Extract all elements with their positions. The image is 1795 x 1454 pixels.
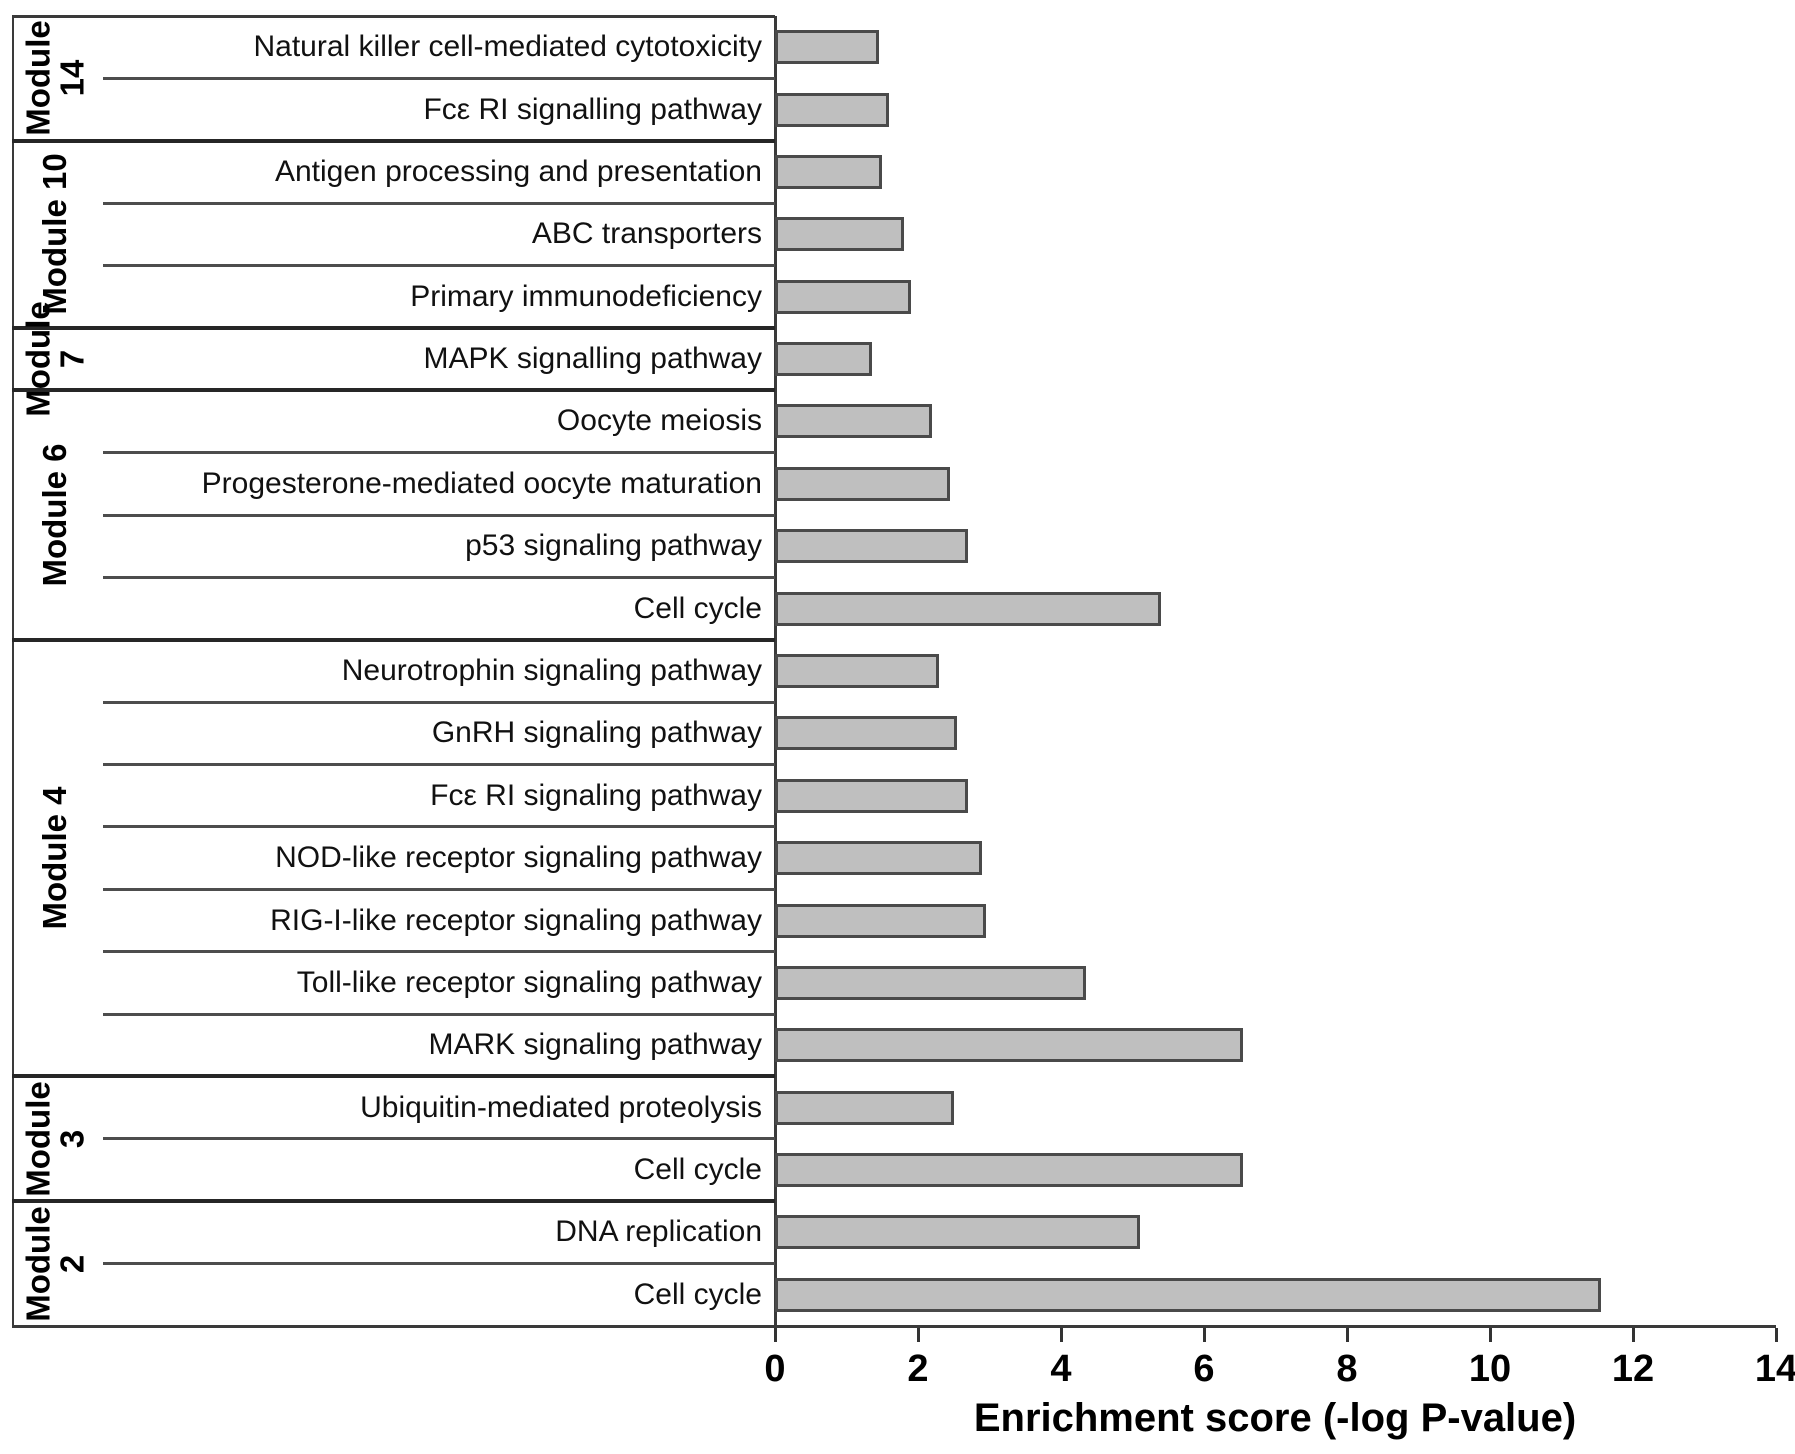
row-divider <box>103 451 775 455</box>
category-label: Cell cycle <box>633 1153 762 1187</box>
category-label: Progesterone-mediated oocyte maturation <box>201 466 762 500</box>
x-axis-line <box>12 1325 1776 1328</box>
category-label: Fcε RI signaling pathway <box>430 778 762 812</box>
bar <box>775 591 1162 626</box>
bar <box>775 154 883 189</box>
category-label: p53 signaling pathway <box>465 529 762 563</box>
module-label: Module 14 <box>19 20 90 137</box>
x-axis-tick <box>1489 1328 1492 1342</box>
category-label: Cell cycle <box>633 591 762 625</box>
row-divider <box>103 264 775 268</box>
bar <box>775 1028 1244 1063</box>
category-label: RIG-I-like receptor signaling pathway <box>270 903 762 937</box>
row-divider <box>103 1262 775 1266</box>
x-axis-tick <box>1775 1328 1778 1342</box>
bar <box>775 529 969 564</box>
bar <box>775 1277 1601 1312</box>
row-divider <box>103 763 775 767</box>
bar <box>775 1090 954 1125</box>
group-divider <box>12 325 775 330</box>
module-label: Module 2 <box>19 1205 90 1322</box>
bar <box>775 217 904 252</box>
row-divider <box>103 950 775 954</box>
row-divider <box>103 76 775 80</box>
row-divider <box>103 1137 775 1141</box>
x-axis-tick-label: 2 <box>907 1348 929 1390</box>
bar <box>775 903 986 938</box>
bar <box>775 1153 1244 1188</box>
group-divider <box>12 637 775 642</box>
bar <box>775 466 951 501</box>
x-axis-tick <box>1632 1328 1635 1342</box>
bar <box>775 841 983 876</box>
bar <box>775 92 890 127</box>
category-label: MAPK signalling pathway <box>423 342 762 376</box>
x-axis-tick-label: 8 <box>1336 1348 1358 1390</box>
x-axis-tick-label: 6 <box>1193 1348 1215 1390</box>
row-divider <box>103 575 775 579</box>
row-divider <box>103 887 775 891</box>
plot-top-border <box>12 15 775 18</box>
x-axis-tick-label: 14 <box>1754 1348 1795 1390</box>
group-divider <box>12 1199 775 1204</box>
category-label: Oocyte meiosis <box>556 404 762 438</box>
category-label: Cell cycle <box>633 1277 762 1311</box>
category-label: DNA replication <box>555 1215 762 1249</box>
category-label: Natural killer cell-mediated cytotoxicit… <box>253 30 762 64</box>
bar <box>775 654 940 688</box>
category-label: MARK signaling pathway <box>428 1028 762 1062</box>
category-label: Fcε RI signalling pathway <box>423 92 762 126</box>
x-axis-tick <box>1203 1328 1206 1342</box>
category-label: Primary immunodeficiency <box>410 279 762 313</box>
row-divider <box>103 1012 775 1016</box>
bar <box>775 716 958 751</box>
module-label: Module 7 <box>19 301 90 417</box>
category-label: Toll-like receptor signaling pathway <box>296 965 762 999</box>
group-divider <box>12 138 775 143</box>
category-label: Ubiquitin-mediated proteolysis <box>360 1090 762 1124</box>
bar <box>775 342 872 377</box>
x-axis-tick <box>774 1328 777 1342</box>
category-label: Neurotrophin signaling pathway <box>341 654 762 687</box>
row-divider <box>103 513 775 517</box>
x-axis-tick <box>1060 1328 1063 1342</box>
plot-left-border <box>12 16 14 1326</box>
bar <box>775 30 879 65</box>
bar <box>775 778 969 813</box>
category-label: Antigen processing and presentation <box>274 154 762 188</box>
x-axis-tick-label: 0 <box>764 1348 786 1390</box>
module-label: Module 6 <box>36 443 74 587</box>
bar <box>775 1215 1140 1250</box>
module-label: Module 10 <box>36 153 74 316</box>
x-axis-tick <box>917 1328 920 1342</box>
x-axis-tick <box>1346 1328 1349 1342</box>
group-divider <box>12 1074 775 1079</box>
x-axis-tick-label: 4 <box>1050 1348 1072 1390</box>
row-divider <box>103 700 775 704</box>
module-label: Module 4 <box>36 786 74 930</box>
bar <box>775 965 1087 1000</box>
category-label: NOD-like receptor signaling pathway <box>275 841 762 875</box>
category-label: GnRH signaling pathway <box>431 716 762 750</box>
module-label: Module 3 <box>19 1081 90 1197</box>
category-label: ABC transporters <box>531 217 762 251</box>
x-axis-title: Enrichment score (-log P-value) <box>973 1396 1577 1440</box>
row-divider <box>103 825 775 829</box>
bar <box>775 279 911 314</box>
row-divider <box>103 201 775 205</box>
group-divider <box>12 388 775 393</box>
x-axis-tick-label: 10 <box>1468 1348 1512 1390</box>
bar <box>775 404 933 439</box>
x-axis-tick-label: 12 <box>1611 1348 1655 1390</box>
